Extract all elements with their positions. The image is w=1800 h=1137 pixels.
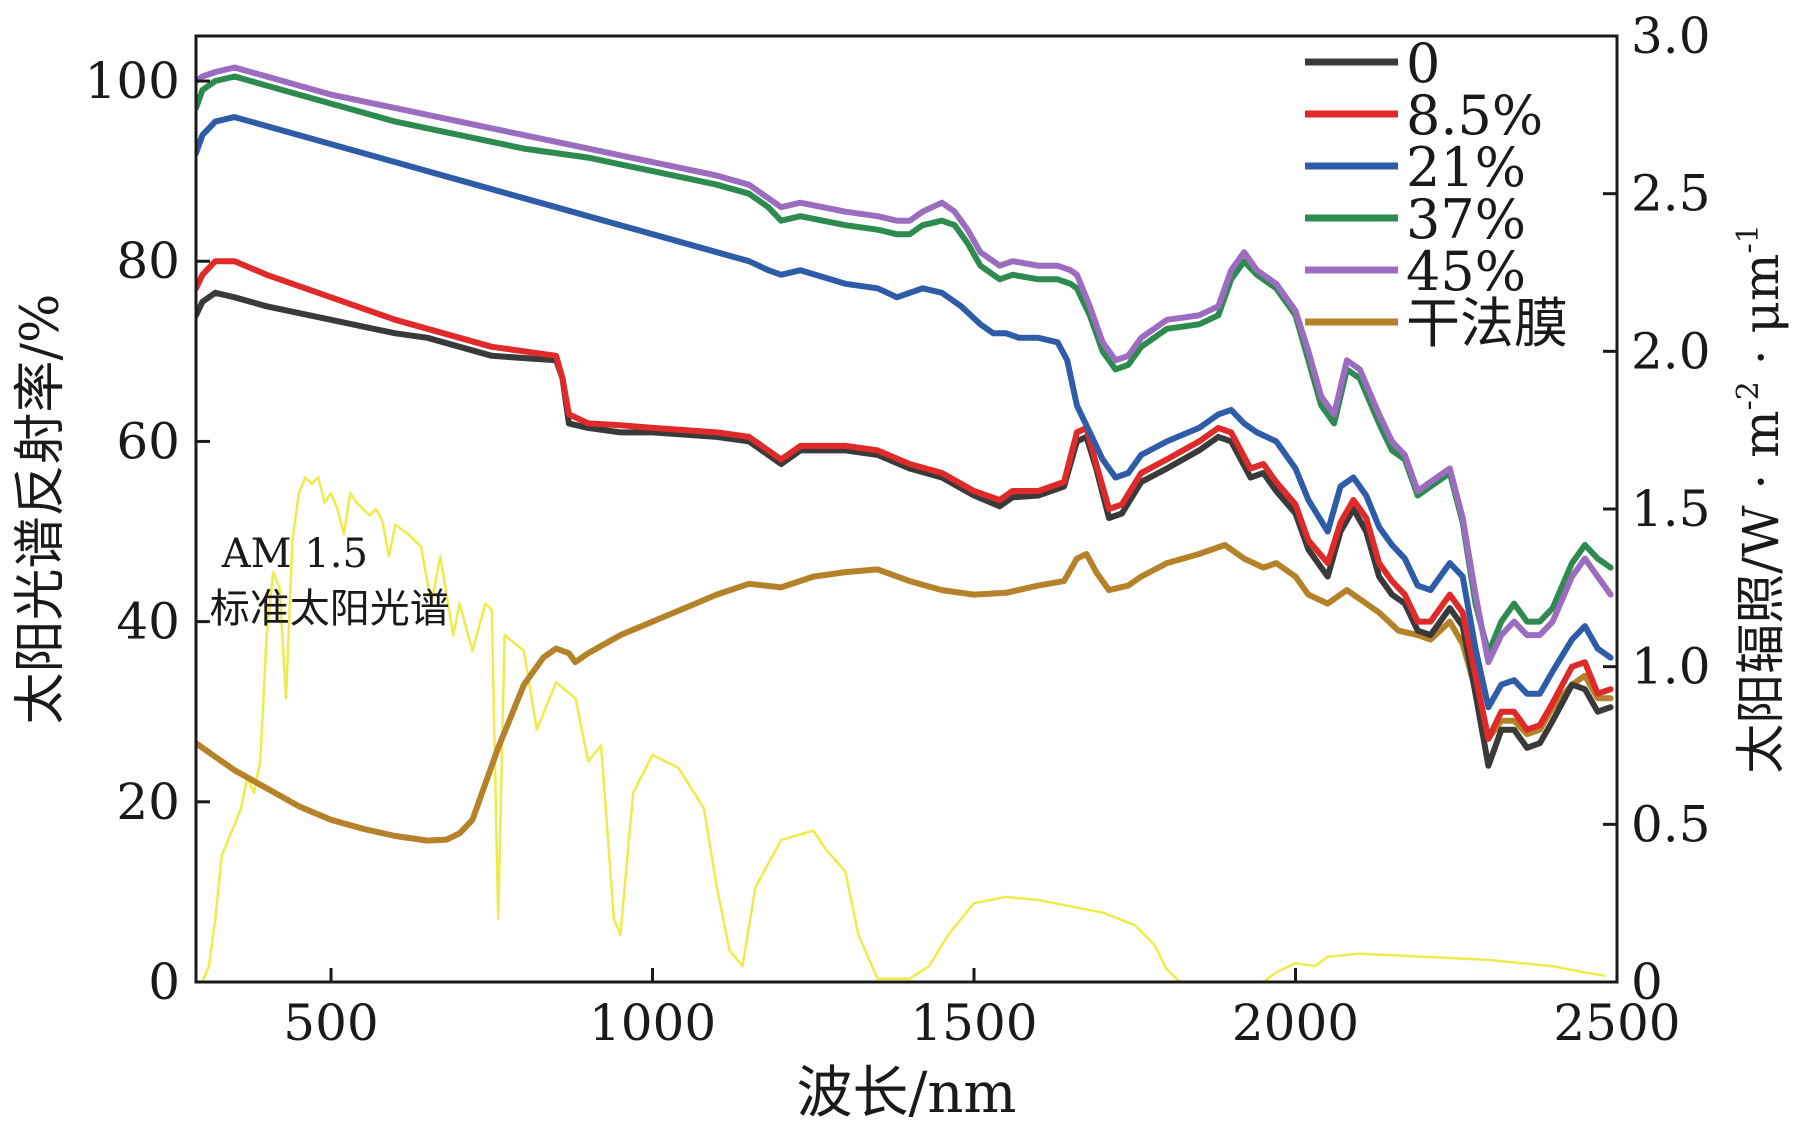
series-5-line (196, 542, 1614, 844)
legend-label: 21% (1406, 136, 1526, 199)
y2-tick-label: 0 (1631, 953, 1663, 1011)
series-2-line (196, 114, 1614, 711)
x-tick-label: 2000 (1232, 994, 1359, 1052)
axes-layer: 500 1000 1500 2000 250002040608010000.51.01.… (85, 7, 1711, 1052)
annotation-line-2: 标准太阳光谱 (210, 586, 450, 632)
y-tick-label: 60 (116, 412, 180, 470)
x-tick-label: 2500 (1553, 994, 1680, 1052)
annotation: AM 1.5 标准太阳光谱 (210, 531, 450, 632)
legend-label: 8.5% (1406, 84, 1543, 147)
y2-axis-label: 太阳辐照/W · m-2 · μm-1 (1731, 224, 1790, 773)
legend-label: 45% (1406, 240, 1526, 303)
x-tick-label: 1500 (910, 994, 1037, 1052)
legend-label: 干法膜 (1406, 292, 1568, 355)
legend-label: 37% (1406, 188, 1526, 251)
am15-solar-line (201, 476, 1606, 982)
y2-tick-label: 0.5 (1631, 795, 1711, 853)
legend-label: 0 (1406, 32, 1440, 95)
series-0-line (196, 289, 1614, 769)
y-tick-label: 0 (148, 953, 180, 1011)
series-4-line (196, 64, 1614, 666)
y-tick-label: 20 (116, 773, 180, 831)
x-tick-label: 1000 (589, 994, 716, 1052)
y-axis-label: 太阳光谱反射率/% (11, 294, 71, 725)
y-tick-label: 100 (85, 52, 180, 110)
x-tick-label: 500 (283, 994, 378, 1052)
y2-tick-label: 1.5 (1631, 480, 1711, 538)
y2-tick-label: 1.0 (1631, 638, 1711, 696)
y2-tick-label: 2.5 (1631, 165, 1711, 223)
x-axis-label: 波长/nm (796, 1061, 1016, 1126)
y-tick-label: 80 (116, 232, 180, 290)
series-1-line (196, 258, 1614, 742)
legend: 08.5%21%37%45%干法膜 (1305, 32, 1568, 355)
y-tick-label: 40 (116, 593, 180, 651)
y2-tick-label: 2.0 (1631, 322, 1711, 380)
y2-tick-label: 3.0 (1631, 7, 1711, 65)
series-layer (196, 64, 1614, 982)
annotation-line-1: AM 1.5 (221, 531, 368, 577)
